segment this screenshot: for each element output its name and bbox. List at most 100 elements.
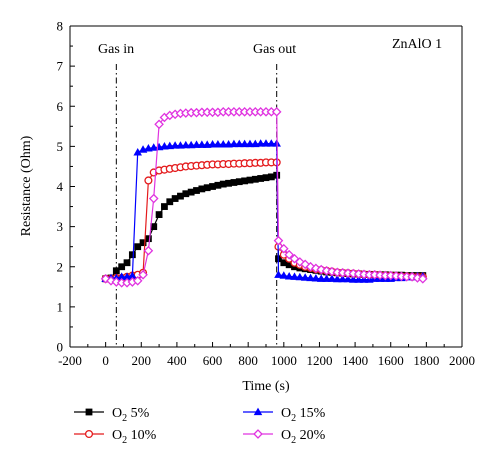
data-point [343, 274, 353, 283]
legend-label: O2 10% [112, 428, 157, 446]
data-point [202, 140, 212, 148]
data-point [118, 263, 126, 271]
legend-label: O2 15% [281, 406, 326, 424]
data-point [305, 261, 316, 272]
legend-label: O2 20% [281, 428, 326, 446]
legend-item-1: O2 5% [74, 406, 150, 424]
data-point [245, 139, 255, 148]
data-point [327, 274, 337, 282]
data-point [300, 273, 310, 281]
data-point [338, 274, 347, 283]
data-point [333, 274, 342, 283]
x-tick-label: -200 [58, 353, 82, 368]
x-axis-title: Time (s) [242, 379, 290, 394]
x-tick-label: 2000 [449, 353, 475, 368]
panel-label: ZnAlO 1 [392, 37, 442, 52]
y-tick-label: 3 [57, 219, 64, 234]
x-tick-label: 200 [132, 353, 152, 368]
y-tick-label: 2 [57, 259, 64, 274]
legend-item-2: O2 10% [74, 428, 157, 446]
data-point [160, 142, 169, 150]
series-4 [100, 107, 428, 288]
y-tick-label: 4 [57, 179, 64, 194]
legend-item-4: O2 20% [243, 428, 326, 446]
data-point [218, 140, 228, 148]
data-point [208, 140, 217, 148]
data-point [176, 141, 185, 149]
legend: O2 5% O2 10% O2 15% O2 20% [74, 406, 326, 446]
data-point [284, 272, 294, 280]
data-point [165, 141, 175, 150]
x-tick-label: 1200 [306, 353, 332, 368]
y-tick-label: 6 [57, 99, 64, 114]
data-point [290, 272, 299, 280]
data-point [197, 140, 207, 148]
y-tick-label: 1 [57, 299, 64, 314]
x-tick-label: 800 [238, 353, 258, 368]
data-point [295, 272, 305, 281]
data-point [149, 143, 159, 151]
data-point [186, 140, 196, 149]
y-tick-label: 8 [57, 19, 64, 34]
x-tick-label: 1400 [342, 353, 368, 368]
data-point [192, 140, 201, 148]
data-point [279, 271, 289, 279]
gas-out-annotation: Gas out [253, 42, 296, 57]
data-point [224, 140, 233, 148]
data-point [154, 119, 164, 130]
x-tick-label: 1600 [378, 353, 404, 368]
data-point [306, 273, 315, 282]
x-tick-label: 600 [203, 353, 223, 368]
legend-item-3: O2 15% [243, 406, 326, 424]
data-point [84, 429, 94, 439]
data-point [132, 275, 143, 286]
data-point [240, 139, 249, 148]
data-point [256, 139, 265, 147]
data-point [155, 211, 163, 218]
x-tick-label: 1000 [271, 353, 297, 368]
data-point [253, 429, 263, 439]
data-point [148, 193, 159, 204]
event-lines [115, 64, 278, 347]
data-point [311, 274, 321, 282]
data-point [229, 139, 239, 148]
data-point [322, 274, 331, 282]
data-point [134, 243, 142, 251]
y-tick-label: 0 [57, 340, 64, 355]
data-point [161, 203, 168, 210]
data-point [128, 251, 136, 259]
data-point [273, 235, 284, 246]
data-point [251, 139, 260, 148]
data-point [139, 239, 147, 247]
x-axis-ticks: -200 0 200 400 600 800 1000 1200 1400 1600 1800 200… [58, 342, 475, 368]
y-axis-ticks: 0 1 2 3 4 5 6 7 8 [57, 19, 75, 355]
data-point [267, 139, 276, 147]
data-point [235, 139, 244, 148]
gas-in-annotation: Gas in [98, 42, 134, 57]
data-point [316, 274, 326, 282]
data-point [123, 259, 131, 267]
x-tick-label: 400 [167, 353, 187, 368]
legend-label: O2 5% [112, 406, 150, 424]
data-point [274, 270, 283, 278]
y-tick-label: 5 [57, 139, 64, 154]
data-point [284, 249, 294, 260]
data-point [271, 107, 282, 117]
y-tick-label: 7 [57, 59, 64, 74]
x-tick-label: 0 [102, 353, 109, 368]
data-point [349, 275, 358, 283]
data-point [111, 277, 122, 287]
data-point [261, 139, 271, 147]
y-axis-title: Resistance (Ohm) [19, 135, 34, 236]
data-point [138, 269, 148, 280]
data-point [213, 140, 223, 148]
data-point [417, 273, 428, 284]
x-tick-label: 1800 [413, 353, 439, 368]
data-point [144, 235, 152, 243]
data-point [181, 140, 191, 149]
data-point [85, 408, 93, 416]
data-point [253, 407, 263, 416]
data-point [143, 245, 154, 256]
data-point [354, 275, 363, 283]
